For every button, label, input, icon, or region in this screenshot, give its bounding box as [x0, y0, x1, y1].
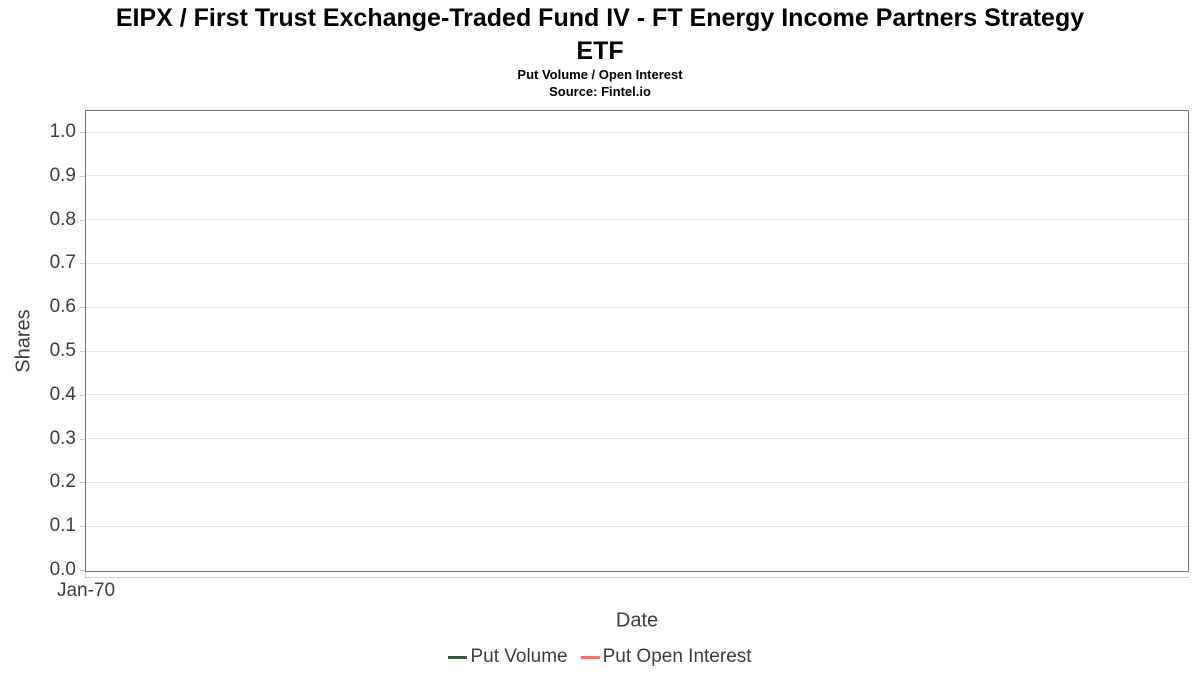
legend-item-put-volume: Put Volume: [448, 646, 568, 668]
x-tick-mark: [85, 572, 86, 578]
gridline: [86, 306, 1188, 308]
y-tick-label: 0.8: [49, 208, 76, 230]
gridline: [86, 394, 1188, 396]
y-tick-label: 0.6: [49, 296, 76, 318]
chart-title-line-1: EIPX / First Trust Exchange-Traded Fund …: [115, 4, 1085, 32]
legend: Put Volume Put Open Interest: [0, 646, 1200, 668]
chart-title-line-2: ETF: [576, 37, 624, 65]
y-tick-label: 0.7: [49, 252, 76, 274]
gridline: [86, 175, 1188, 177]
legend-line-swatch: [448, 655, 468, 659]
gridline: [86, 350, 1188, 352]
chart-title: EIPX / First Trust Exchange-Traded Fund …: [0, 2, 1200, 68]
x-tick-label: Jan-70: [56, 580, 116, 601]
legend-line-swatch: [580, 655, 600, 659]
gridline: [86, 262, 1188, 264]
y-tick-label: 0.1: [49, 515, 76, 537]
x-axis-title: Date: [615, 609, 659, 632]
y-tick-label: 0.0: [49, 559, 76, 580]
y-tick-label: 1.0: [49, 121, 76, 142]
legend-item-put-open-interest: Put Open Interest: [580, 646, 752, 668]
plot-area: [85, 110, 1189, 572]
y-tick-label: 0.3: [49, 427, 76, 449]
y-tick-label: 0.5: [49, 340, 76, 361]
gridline: [86, 219, 1188, 221]
chart-subtitle: Put Volume / Open Interest: [517, 67, 683, 82]
gridline: [86, 525, 1188, 527]
legend-label: Put Volume: [470, 646, 568, 667]
x-axis-line: [85, 577, 1189, 578]
y-tick-label: 0.4: [49, 383, 76, 405]
gridline: [86, 131, 1188, 133]
chart-source-note: Source: Fintel.io: [549, 84, 651, 99]
y-axis-title: Shares: [12, 309, 35, 373]
legend-label: Put Open Interest: [602, 646, 752, 667]
y-tick-label: 0.2: [49, 471, 76, 493]
y-tick-label: 0.9: [49, 164, 76, 186]
gridline: [86, 438, 1188, 440]
gridline: [86, 481, 1188, 483]
